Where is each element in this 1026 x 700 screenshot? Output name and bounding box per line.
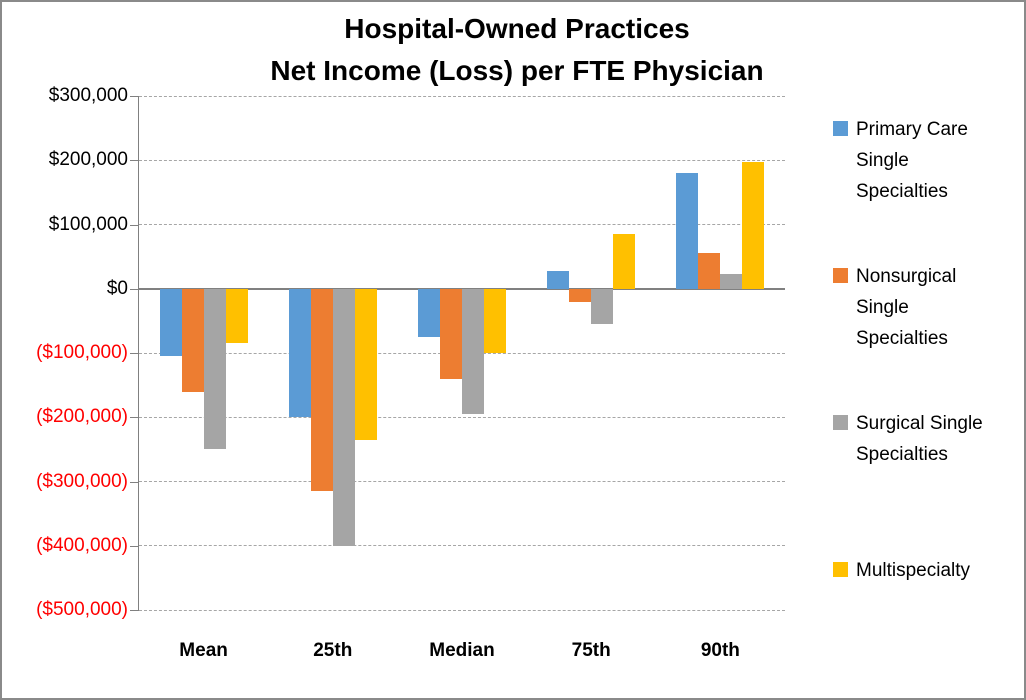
x-axis-label: Median bbox=[429, 640, 495, 661]
gridline bbox=[139, 416, 785, 418]
y-axis-tick bbox=[130, 224, 139, 226]
x-axis-label: 75th bbox=[571, 640, 611, 661]
legend-label: Nonsurgical Single Specialties bbox=[856, 266, 957, 349]
x-axis-label: 25th bbox=[313, 640, 353, 661]
legend-label: Surgical Single Specialties bbox=[856, 413, 983, 465]
legend-label: Primary Care Single Specialties bbox=[856, 119, 968, 202]
bar-median-2 bbox=[440, 288, 462, 379]
y-axis-label: $300,000 bbox=[48, 85, 128, 106]
gridline bbox=[139, 609, 785, 611]
bar-75th-2 bbox=[569, 288, 592, 302]
y-axis-tick bbox=[130, 288, 139, 290]
legend-swatch-icon bbox=[833, 562, 848, 577]
y-axis-tick bbox=[130, 353, 139, 354]
chart-title-line2: Net Income (Loss) per FTE Physician bbox=[270, 55, 764, 86]
bar-25th-1 bbox=[288, 288, 311, 418]
bar-mean-3 bbox=[203, 288, 226, 450]
legend-label: Multispecialty bbox=[856, 560, 971, 581]
y-axis-tick bbox=[130, 481, 139, 483]
bar-25th-3 bbox=[332, 288, 355, 546]
gridline bbox=[139, 481, 785, 482]
bar-median-3 bbox=[462, 288, 484, 415]
bar-90th-2 bbox=[698, 253, 721, 289]
legend-item: Multispecialty bbox=[833, 555, 1002, 586]
y-axis-tick bbox=[130, 545, 139, 547]
y-axis-label: $200,000 bbox=[48, 149, 128, 171]
y-axis-line bbox=[138, 96, 139, 610]
bar-75th-3 bbox=[591, 288, 614, 325]
bar-90th-1 bbox=[676, 173, 699, 289]
gridline bbox=[139, 159, 785, 161]
legend-swatch-icon bbox=[833, 121, 848, 136]
x-axis-label: Mean bbox=[179, 640, 228, 661]
legend-swatch-icon bbox=[833, 415, 848, 430]
y-axis-tick bbox=[130, 610, 139, 611]
gridline bbox=[139, 545, 785, 547]
chart-title: Hospital-Owned Practices Net Income (Los… bbox=[132, 8, 902, 92]
y-axis-tick bbox=[130, 417, 139, 419]
y-axis-tick bbox=[130, 160, 139, 162]
bar-25th-2 bbox=[310, 288, 333, 492]
x-axis-label: 90th bbox=[700, 640, 740, 661]
bar-90th-4 bbox=[742, 161, 765, 289]
y-axis-tick bbox=[130, 96, 139, 97]
bar-mean-4 bbox=[225, 288, 248, 344]
gridline bbox=[139, 224, 785, 225]
gridline bbox=[139, 95, 785, 97]
bar-median-4 bbox=[484, 288, 506, 353]
bar-75th-4 bbox=[613, 234, 636, 289]
y-axis-label: $0 bbox=[106, 277, 128, 299]
legend-item: Nonsurgical Single Specialties bbox=[833, 261, 1002, 354]
y-axis-label: $100,000 bbox=[48, 213, 128, 235]
legend-swatch-icon bbox=[833, 268, 848, 283]
legend-item: Primary Care Single Specialties bbox=[833, 114, 1002, 207]
chart-title-line1: Hospital-Owned Practices bbox=[344, 13, 690, 44]
y-axis-label: ($500,000) bbox=[36, 599, 128, 620]
y-axis-label: ($300,000) bbox=[36, 470, 128, 492]
bar-25th-4 bbox=[354, 288, 377, 440]
bar-mean-1 bbox=[159, 288, 182, 357]
bar-median-1 bbox=[418, 288, 440, 337]
bar-mean-2 bbox=[181, 288, 204, 392]
bar-75th-1 bbox=[547, 270, 570, 289]
legend-item: Surgical Single Specialties bbox=[833, 408, 1002, 470]
y-axis-label: ($100,000) bbox=[36, 342, 128, 363]
y-axis-label: ($200,000) bbox=[36, 406, 128, 428]
y-axis-label: ($400,000) bbox=[36, 534, 128, 556]
bar-90th-3 bbox=[720, 273, 743, 289]
